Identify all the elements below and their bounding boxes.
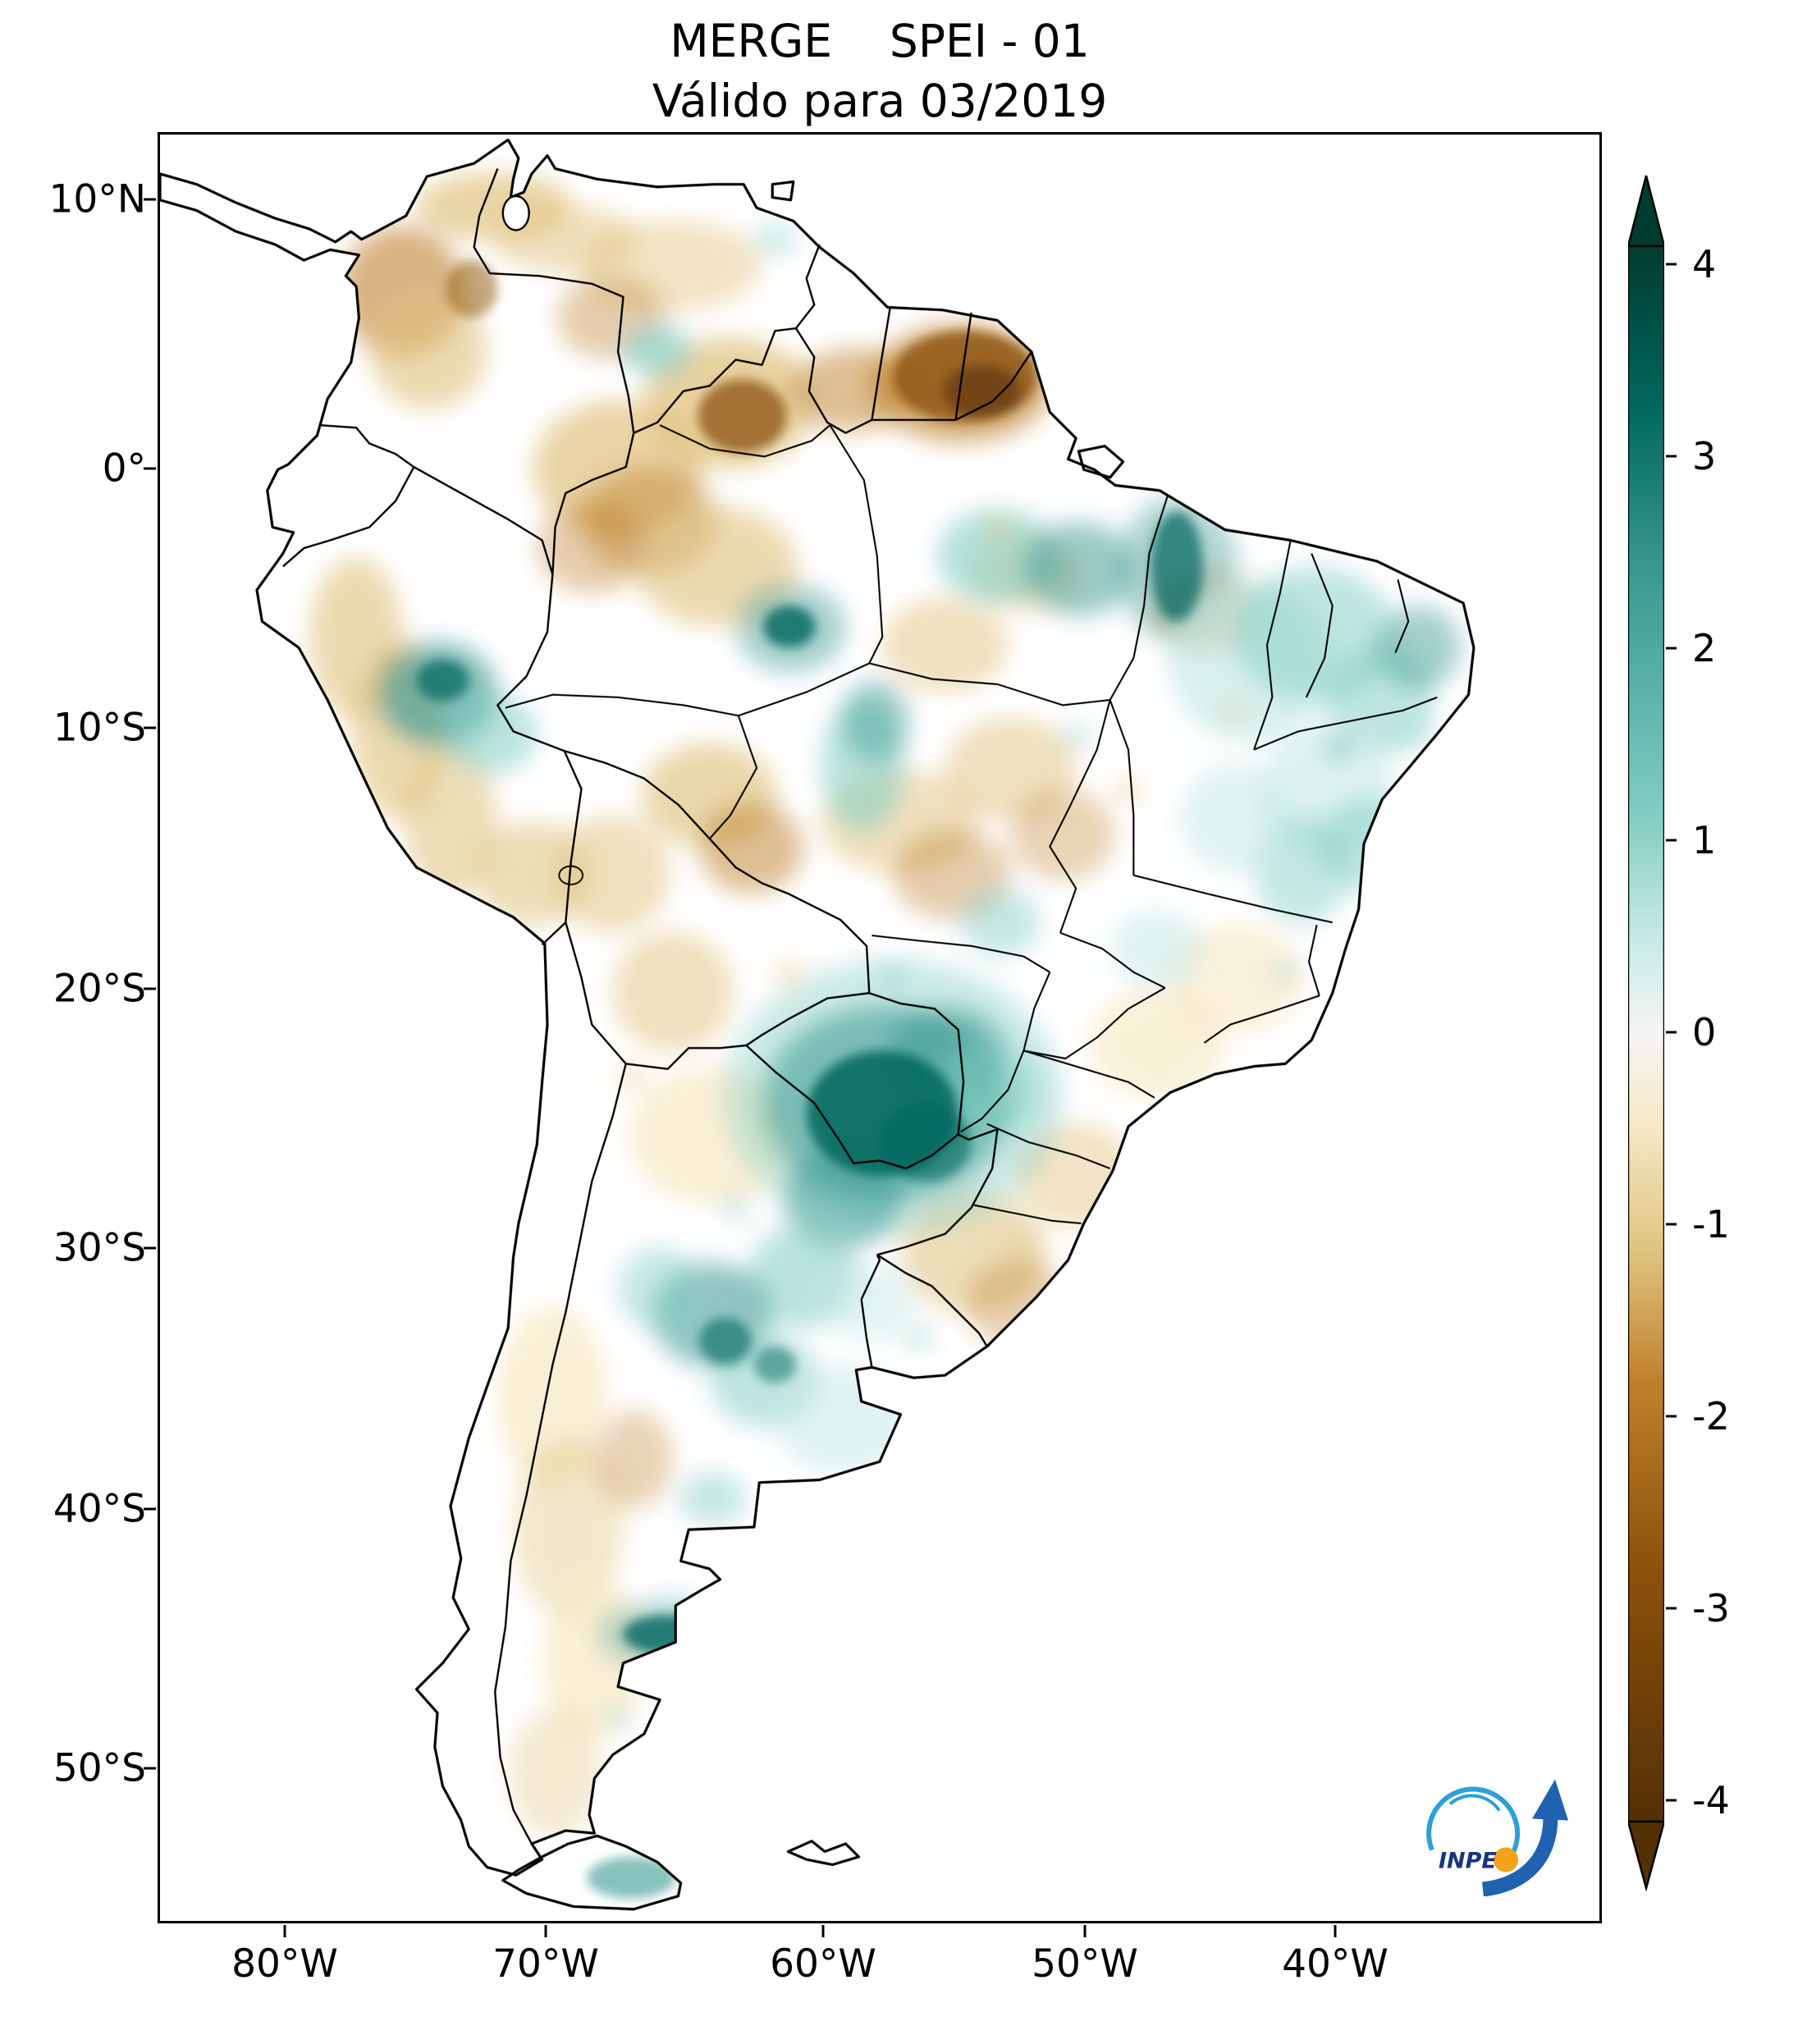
colorbar-label: 4 [1692, 242, 1717, 286]
x-axis-label: 60°W [770, 1941, 876, 1987]
colorbar-label: -3 [1692, 1586, 1730, 1630]
x-tickmark [544, 1925, 547, 1937]
colorbar-label: 0 [1692, 1010, 1717, 1054]
y-tickmark [144, 726, 156, 729]
orange-dot-icon [1494, 1847, 1518, 1873]
plot-frame: INPE [158, 132, 1602, 1923]
x-tickmark [1083, 1925, 1087, 1937]
colorbar-tickmark [1666, 1799, 1677, 1802]
y-axis-label: 30°S [53, 1225, 146, 1271]
colorbar-label: 3 [1692, 434, 1717, 478]
colorbar-tickmark [1666, 839, 1677, 842]
y-axis-label: 50°S [53, 1745, 146, 1791]
colorbar-top-arrow [1628, 175, 1664, 248]
colorbar-tickmark [1666, 1031, 1677, 1034]
x-axis-label: 40°W [1282, 1941, 1389, 1987]
colorbar-label: -4 [1692, 1778, 1730, 1822]
x-tickmark [821, 1925, 825, 1937]
colorbar-tickmark [1666, 455, 1677, 458]
colorbar-bottom-arrow [1628, 1820, 1664, 1891]
colorbar-label: -2 [1692, 1394, 1730, 1438]
y-axis-label: 10°S [53, 705, 146, 751]
y-tickmark [144, 467, 156, 470]
x-tickmark [1334, 1925, 1337, 1937]
x-axis-label: 70°W [492, 1941, 599, 1987]
y-axis-label: 40°S [53, 1486, 146, 1532]
colorbar-tickmark [1666, 1415, 1677, 1418]
state-borders [505, 424, 1438, 1224]
y-tickmark [144, 1507, 156, 1511]
blue-arrow-icon [1481, 1809, 1558, 1896]
coastline [160, 138, 1475, 1911]
inpe-logo: INPE [1426, 1779, 1568, 1896]
y-axis-label: 0° [102, 446, 146, 492]
colorbar-label: -1 [1692, 1202, 1730, 1246]
x-axis-label: 80°W [231, 1941, 338, 1987]
map-title: MERGE SPEI - 01 [670, 15, 1090, 67]
map-subtitle: Válido para 03/2019 [652, 74, 1108, 127]
colorbar-tickmark [1666, 1607, 1677, 1610]
inpe-logo-text: INPE [1439, 1849, 1497, 1874]
national-borders [282, 168, 1032, 1845]
y-tickmark [144, 987, 156, 990]
colorbar-tickmark [1666, 647, 1677, 650]
south-america-map [160, 138, 1475, 1911]
colorbar-label: 2 [1692, 626, 1717, 670]
colorbar-gradient [1628, 245, 1664, 1823]
colorbar-tickmark [1666, 263, 1677, 266]
colorbar [1628, 175, 1664, 1891]
title-block: MERGE SPEI - 01 Válido para 03/2019 [158, 11, 1602, 130]
x-axis-label: 50°W [1032, 1941, 1138, 1987]
colorbar-tickmark [1666, 1223, 1677, 1226]
colorbar-label: 1 [1692, 818, 1717, 862]
x-tickmark [283, 1925, 286, 1937]
y-tickmark [144, 198, 156, 201]
y-tickmark [144, 1767, 156, 1770]
y-axis-label: 20°S [53, 966, 146, 1012]
y-tickmark [144, 1246, 156, 1250]
y-axis-label: 10°N [48, 176, 146, 222]
